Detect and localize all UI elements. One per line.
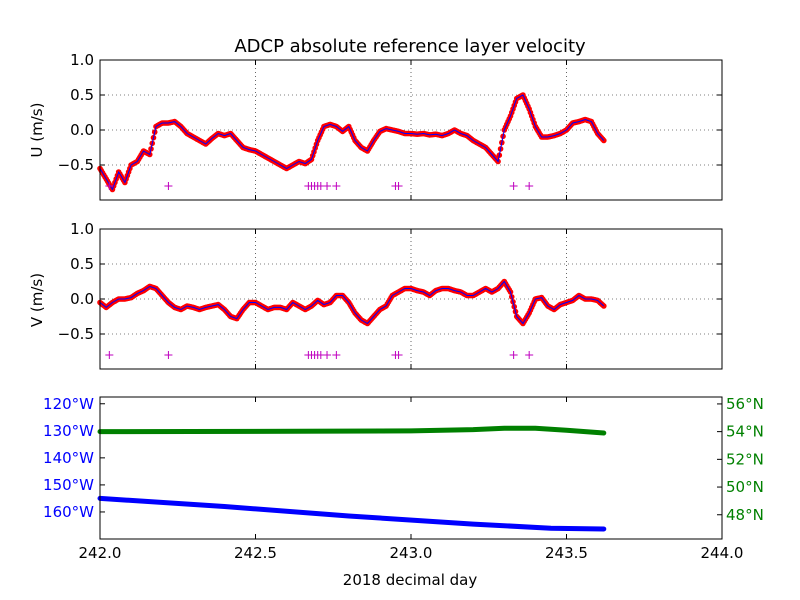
x-tick-label: 243.0 bbox=[390, 544, 433, 562]
lon-tick-label: 120°W bbox=[43, 395, 94, 413]
u-event-marker bbox=[525, 182, 534, 190]
lon-tick-label: 140°W bbox=[43, 449, 94, 467]
u-y-tick-label: 0.5 bbox=[70, 86, 94, 104]
v-y-tick-label: −0.5 bbox=[58, 325, 94, 343]
x-tick-label: 242.0 bbox=[79, 544, 122, 562]
v-axis-label: V (m/s) bbox=[28, 273, 46, 327]
v-frame bbox=[99, 228, 723, 370]
u-y-tick-label: −0.5 bbox=[58, 156, 94, 174]
v-y-tick-label: 0.0 bbox=[70, 290, 94, 308]
u-event-marker bbox=[332, 182, 341, 190]
x-axis-label: 2018 decimal day bbox=[343, 571, 478, 589]
u-event-marker bbox=[509, 182, 518, 190]
lon-tick-label: 130°W bbox=[43, 422, 94, 440]
chart-title: ADCP absolute reference layer velocity bbox=[234, 36, 586, 57]
x-tick-label: 243.5 bbox=[545, 544, 588, 562]
v-velocity-panel: 1.0 0.5 0.0 −0.5 bbox=[58, 220, 723, 370]
u-velocity-panel: 1.0 0.5 0.0 −0.5 bbox=[58, 51, 723, 201]
lon-tick-label: 150°W bbox=[43, 476, 94, 494]
v-event-marker bbox=[164, 351, 173, 359]
lat-tick-label: 48°N bbox=[726, 506, 764, 524]
lat-tick-label: 56°N bbox=[726, 395, 764, 413]
u-smoothed-line bbox=[99, 94, 605, 191]
position-panel: 120°W 130°W 140°W 150°W 160°W 56°N 54°N 52°N 50°… bbox=[43, 395, 764, 562]
x-tick-label: 242.5 bbox=[234, 544, 277, 562]
lat-tick-label: 54°N bbox=[726, 423, 764, 441]
v-event-marker bbox=[323, 351, 332, 359]
v-y-tick-label: 0.5 bbox=[70, 255, 94, 273]
lat-tick-label: 52°N bbox=[726, 450, 764, 468]
u-y-tick-label: 1.0 bbox=[70, 51, 94, 69]
longitude-track-line bbox=[97, 495, 607, 532]
u-axis-label: U (m/s) bbox=[28, 103, 46, 158]
x-tick-label: 244.0 bbox=[701, 544, 744, 562]
u-event-marker bbox=[164, 182, 173, 190]
v-event-marker bbox=[105, 351, 114, 359]
lon-tick-label: 160°W bbox=[43, 503, 94, 521]
u-y-tick-label: 0.0 bbox=[70, 121, 94, 139]
v-event-marker bbox=[525, 351, 534, 359]
v-event-marker bbox=[509, 351, 518, 359]
u-event-marker bbox=[394, 182, 403, 190]
v-y-tick-label: 1.0 bbox=[70, 220, 94, 238]
u-frame bbox=[99, 59, 723, 201]
u-event-marker bbox=[105, 182, 114, 190]
v-smoothed-line bbox=[99, 280, 605, 325]
v-event-marker bbox=[394, 351, 403, 359]
u-event-marker bbox=[323, 182, 332, 190]
lat-tick-label: 50°N bbox=[726, 478, 764, 496]
pos-frame bbox=[99, 396, 723, 540]
v-event-marker bbox=[332, 351, 341, 359]
latitude-track-line bbox=[97, 425, 607, 436]
